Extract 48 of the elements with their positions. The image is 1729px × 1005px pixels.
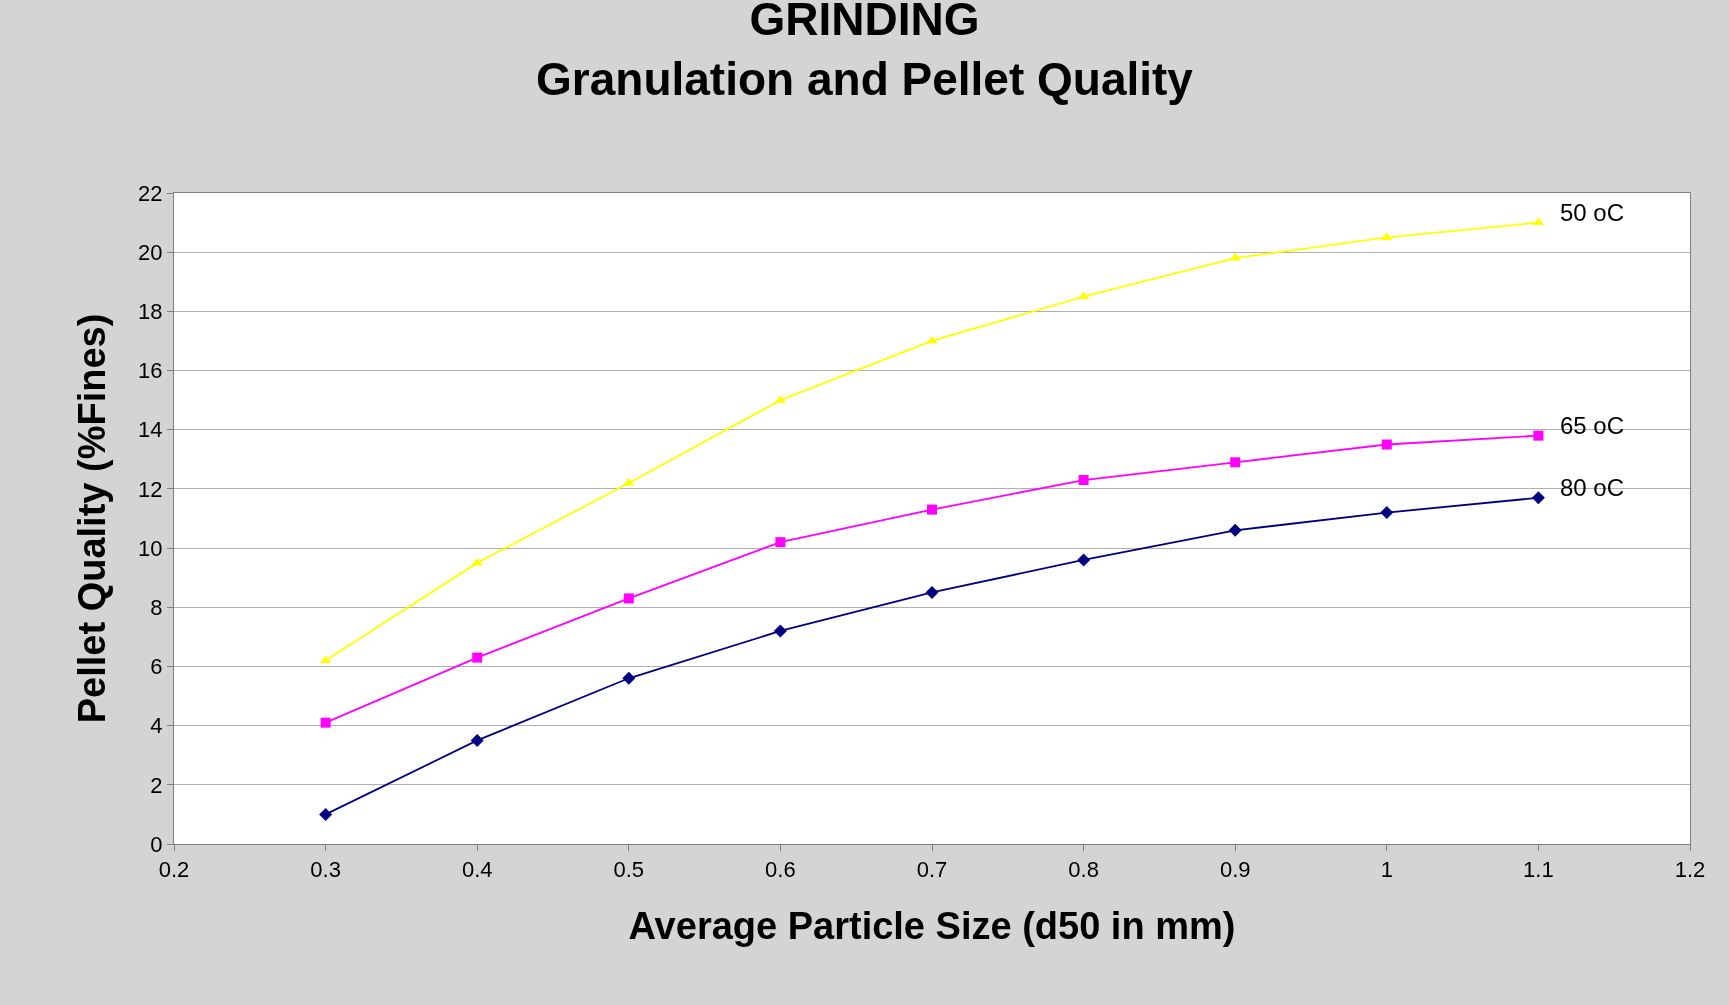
point (623, 593, 634, 604)
x-tick-label: 0.6 (765, 857, 796, 883)
x-tick-label: 0.7 (916, 857, 948, 883)
y-tick-label: 20 (138, 239, 163, 265)
x-tick-label: 0.4 (461, 857, 493, 883)
y-tick-label: 18 (138, 299, 163, 325)
y-tick-label: 16 (138, 358, 163, 384)
series-label: 80 oC (1560, 474, 1625, 501)
x-tick-label: 0.8 (1068, 857, 1099, 883)
point (1381, 439, 1392, 450)
point (622, 671, 636, 685)
y-tick-label: 22 (138, 180, 163, 206)
point (1533, 430, 1544, 441)
y-tick-label: 0 (150, 831, 163, 857)
series-label: 50 oC (1560, 199, 1625, 226)
y-axis-title: Pellet Quality (%Fines) (71, 313, 114, 724)
point (470, 733, 484, 747)
point (773, 624, 787, 638)
y-tick-label: 6 (150, 654, 163, 680)
x-tick-label: 1 (1380, 857, 1393, 883)
x-tick-label: 0.5 (613, 857, 645, 883)
y-tick-label: 12 (138, 476, 163, 502)
point (775, 537, 786, 548)
y-tick-label: 4 (150, 713, 163, 739)
x-tick-label: 0.3 (310, 857, 341, 883)
y-tick-label: 14 (138, 417, 163, 443)
point (925, 585, 939, 599)
series-label: 65 oC (1560, 412, 1625, 439)
point (320, 717, 331, 728)
point (1228, 523, 1242, 537)
x-tick-label: 0.9 (1219, 857, 1251, 883)
point (1078, 475, 1089, 486)
point (471, 557, 483, 566)
point (1380, 506, 1394, 520)
point (1230, 457, 1241, 468)
y-tick-label: 2 (150, 772, 163, 798)
y-tick-label: 10 (138, 535, 163, 561)
chart-title: GRINDING Granulation and Pellet Quality (536, 0, 1194, 105)
y-tick-label: 8 (150, 594, 163, 620)
x-axis-title: Average Particle Size (d50 in mm) (628, 904, 1236, 947)
point (319, 807, 333, 821)
point (1077, 553, 1091, 567)
x-tick-label: 1.1 (1523, 857, 1554, 883)
x-tick-label: 1.2 (1674, 857, 1706, 883)
x-tick-label: 0.2 (158, 857, 190, 883)
point (927, 504, 937, 515)
point (1531, 491, 1545, 505)
point (472, 652, 483, 663)
